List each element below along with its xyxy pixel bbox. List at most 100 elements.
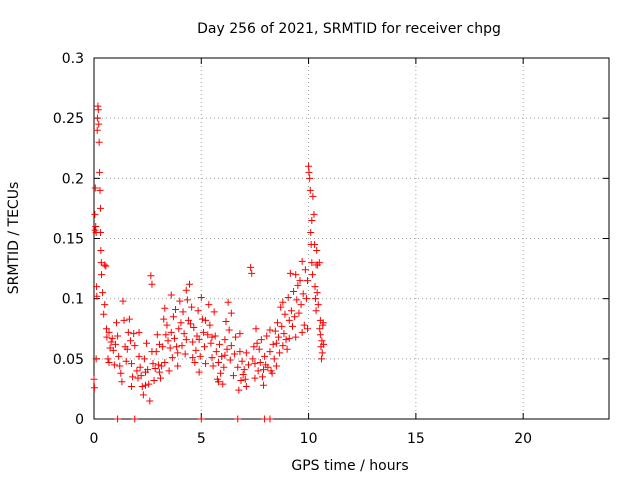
data-point xyxy=(316,316,324,324)
y-tick-label: 0.1 xyxy=(62,292,84,308)
data-point xyxy=(96,168,104,176)
data-point xyxy=(100,310,108,318)
data-point xyxy=(308,271,316,279)
data-point xyxy=(168,354,176,362)
data-point xyxy=(234,415,242,423)
data-point xyxy=(253,339,261,347)
data-point xyxy=(143,339,151,347)
chart-title: Day 256 of 2021, SRMTID for receiver chp… xyxy=(197,21,501,37)
data-point xyxy=(236,330,244,338)
data-point xyxy=(302,295,310,303)
data-point xyxy=(102,262,110,270)
data-point xyxy=(91,184,99,192)
data-point xyxy=(305,168,313,176)
data-point xyxy=(300,321,308,329)
data-point xyxy=(264,363,272,371)
data-point xyxy=(316,325,324,333)
data-point xyxy=(201,343,209,351)
data-point xyxy=(194,307,202,315)
data-point xyxy=(209,362,217,370)
data-point xyxy=(154,361,162,369)
data-point xyxy=(95,138,103,146)
data-point xyxy=(169,313,177,321)
data-point xyxy=(189,354,197,362)
data-point xyxy=(240,366,248,374)
data-point xyxy=(294,281,302,289)
data-point xyxy=(161,358,169,366)
data-point xyxy=(198,315,206,323)
data-points xyxy=(90,102,328,423)
data-point xyxy=(182,336,190,344)
data-point xyxy=(207,339,215,347)
data-point xyxy=(167,328,175,336)
data-point xyxy=(185,280,193,288)
data-point xyxy=(266,326,274,334)
data-point xyxy=(313,247,321,255)
data-point xyxy=(107,338,115,346)
data-point xyxy=(93,114,101,122)
data-point xyxy=(255,345,263,353)
data-point xyxy=(131,415,139,423)
data-point xyxy=(250,343,258,351)
data-point xyxy=(196,352,204,360)
data-point xyxy=(320,340,328,348)
data-point xyxy=(275,333,283,341)
grid-lines xyxy=(94,58,609,419)
data-point xyxy=(212,348,220,356)
data-point xyxy=(234,363,242,371)
data-point xyxy=(174,349,182,357)
data-point xyxy=(148,280,156,288)
data-point xyxy=(222,318,230,326)
data-point xyxy=(202,360,210,368)
data-point xyxy=(118,378,126,386)
data-point xyxy=(92,355,100,363)
data-point xyxy=(292,333,300,341)
data-point xyxy=(105,358,113,366)
data-point xyxy=(160,315,168,323)
y-tick-label: 0.2 xyxy=(62,171,84,187)
plot-area-border xyxy=(93,57,610,420)
data-point xyxy=(268,369,276,377)
data-point xyxy=(282,336,290,344)
data-point xyxy=(128,383,136,391)
data-point xyxy=(276,349,284,357)
data-point xyxy=(202,316,210,324)
data-point xyxy=(211,332,219,340)
data-point xyxy=(179,308,187,316)
data-point xyxy=(173,343,181,351)
data-point xyxy=(103,333,111,341)
data-point xyxy=(261,352,269,360)
data-point xyxy=(260,381,268,389)
data-point xyxy=(90,384,98,392)
data-point xyxy=(119,297,127,305)
data-point xyxy=(175,325,183,333)
data-point xyxy=(110,361,118,369)
data-point xyxy=(271,327,279,335)
data-point xyxy=(93,126,101,134)
data-point xyxy=(263,332,271,340)
data-point xyxy=(174,362,182,370)
y-tick-label: 0 xyxy=(75,412,84,428)
data-point xyxy=(113,319,121,327)
data-point xyxy=(108,334,116,342)
data-point xyxy=(308,216,316,224)
data-point xyxy=(135,328,143,336)
data-point xyxy=(184,316,192,324)
data-point xyxy=(306,174,314,182)
data-point xyxy=(288,322,296,330)
data-point xyxy=(266,415,274,423)
data-point xyxy=(301,266,309,274)
data-point xyxy=(252,325,260,333)
data-point xyxy=(226,356,234,364)
data-point xyxy=(237,376,245,384)
data-point xyxy=(138,383,146,391)
data-point xyxy=(150,376,158,384)
data-point xyxy=(183,296,191,304)
data-point xyxy=(266,348,274,356)
data-point xyxy=(285,334,293,342)
data-point xyxy=(272,339,280,347)
data-point xyxy=(176,297,184,305)
axis-ticks: 0 0.05 0.1 0.15 0.2 0.25 0.3 0 5 10 15 20 xyxy=(53,51,609,447)
data-point xyxy=(190,324,198,332)
data-point xyxy=(111,340,119,348)
